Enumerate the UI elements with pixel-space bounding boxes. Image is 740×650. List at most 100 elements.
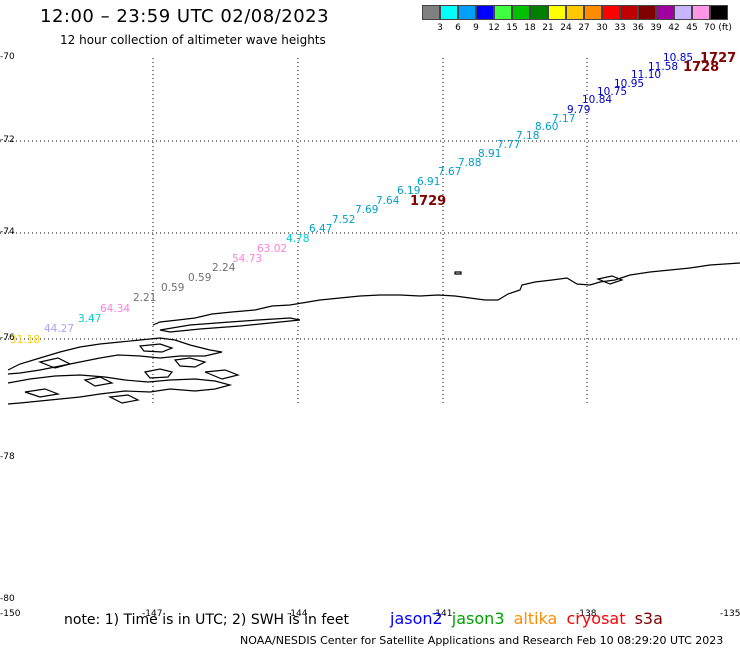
satellite-altika: altika <box>513 609 558 628</box>
lat-label: -72 <box>0 135 15 145</box>
legend-swatch <box>476 5 494 20</box>
pass-number-label: 1727 <box>700 51 736 66</box>
legend-swatch <box>530 5 548 20</box>
legend-swatch <box>656 5 674 20</box>
wave-height-label: 7.17 <box>552 113 575 125</box>
lon-label: -147 <box>142 609 163 619</box>
wave-height-label: 7.69 <box>355 204 378 216</box>
satellite-jason2: jason2 <box>390 609 443 628</box>
wave-height-track: 10.8511.5811.1010.9510.7510.849.797.178.… <box>10 52 693 346</box>
wave-height-label: 6.19 <box>397 185 420 197</box>
footer-credit: NOAA/NESDIS Center for Satellite Applica… <box>240 634 724 647</box>
legend-swatch <box>566 5 584 20</box>
wave-height-label: 10.75 <box>597 86 627 98</box>
wave-height-label: 31.18 <box>10 334 40 346</box>
map-title: 12:00 – 23:59 UTC 02/08/2023 <box>40 6 330 27</box>
lat-label: -78 <box>0 452 15 462</box>
wave-height-label: 6.47 <box>309 223 332 235</box>
wave-height-label: 2.24 <box>212 262 236 274</box>
coastline <box>7 262 740 405</box>
legend-label: 24 <box>560 23 572 33</box>
legend-label: 39 <box>650 23 662 33</box>
satellite-legend: jason2 jason3 altika cryosat s3a <box>390 609 667 628</box>
wave-height-label: 11.10 <box>631 69 661 81</box>
wave-height-label: 7.88 <box>458 157 481 169</box>
island-9 <box>107 394 140 404</box>
island-2 <box>143 368 174 379</box>
legend-label: 18 <box>524 23 536 33</box>
wave-height-label: 64.34 <box>100 303 130 315</box>
lon-label: -150 <box>0 609 21 619</box>
legend-swatch <box>674 5 692 20</box>
legend-swatch <box>512 5 530 20</box>
lon-label: -135 <box>720 609 740 619</box>
legend-swatch <box>638 5 656 20</box>
coastline-main <box>152 262 740 326</box>
legend-swatch <box>494 5 512 20</box>
legend-unit: 70 (ft) <box>704 23 732 33</box>
wave-height-label: 10.84 <box>582 94 612 106</box>
legend-label: 21 <box>542 23 554 33</box>
wave-height-label: 7.64 <box>376 195 400 207</box>
wave-height-label: 0.59 <box>188 272 211 284</box>
wave-height-label: 10.85 <box>663 52 693 64</box>
wave-height-label: 9.79 <box>567 104 590 116</box>
lon-label: -138 <box>576 609 597 619</box>
islet <box>454 271 462 275</box>
wave-height-label: 3.47 <box>78 313 101 325</box>
legend-label: 33 <box>614 23 626 33</box>
island-5 <box>83 376 114 387</box>
legend-swatch <box>422 5 440 20</box>
wave-height-label: 7.18 <box>516 130 539 142</box>
coastline-fragment <box>159 317 301 333</box>
satellite-jason3: jason3 <box>451 609 505 628</box>
legend-swatch <box>692 5 710 20</box>
ice-shelf-outline <box>7 374 233 405</box>
island-7 <box>24 388 61 398</box>
wave-height-label: 63.02 <box>257 243 287 255</box>
legend-swatch <box>602 5 620 20</box>
lon-label: -141 <box>432 609 453 619</box>
satellite-cryosat: cryosat <box>566 609 626 628</box>
legend-label: 3 <box>437 23 443 33</box>
lon-label: -144 <box>287 609 308 619</box>
lat-label: -76 <box>0 333 15 343</box>
wave-height-label: 54.73 <box>232 253 262 265</box>
island-3 <box>173 357 207 368</box>
legend-swatch <box>548 5 566 20</box>
lat-label: -80 <box>0 594 15 604</box>
wave-height-label: 2.21 <box>133 292 156 304</box>
legend-label: 30 <box>596 23 608 33</box>
wave-height-label: 8.60 <box>535 121 558 133</box>
wave-height-label: 10.95 <box>614 78 644 90</box>
pass-number-label: 1728 <box>683 60 719 75</box>
pass-number-label: 1729 <box>410 194 446 209</box>
graticule <box>0 58 740 405</box>
wave-height-label: 11.58 <box>648 61 678 73</box>
wave-height-label: 0.59 <box>161 282 184 294</box>
wave-height-label: 7.52 <box>332 214 355 226</box>
wave-height-label: 7.67 <box>438 166 461 178</box>
legend-swatch <box>584 5 602 20</box>
legend-swatch <box>620 5 638 20</box>
wave-height-label: 8.91 <box>478 148 501 160</box>
legend-label: 36 <box>632 23 644 33</box>
legend-label: 9 <box>473 23 479 33</box>
island-4 <box>37 357 72 369</box>
footer-note: note: 1) Time is in UTC; 2) SWH is in fe… <box>64 612 350 628</box>
wave-height-label: 7.77 <box>497 139 520 151</box>
legend-label: 42 <box>668 23 680 33</box>
legend-swatch <box>710 5 728 20</box>
wave-height-label: 4.78 <box>286 233 309 245</box>
island-1 <box>138 343 174 353</box>
island-8 <box>595 275 624 285</box>
wave-height-label: 44.27 <box>44 323 74 335</box>
legend-label: 6 <box>455 23 461 33</box>
legend-swatch <box>440 5 458 20</box>
legend-label: 45 <box>686 23 698 33</box>
island-6 <box>204 369 240 380</box>
coastline-west <box>7 337 223 375</box>
legend-label: 12 <box>488 23 500 33</box>
